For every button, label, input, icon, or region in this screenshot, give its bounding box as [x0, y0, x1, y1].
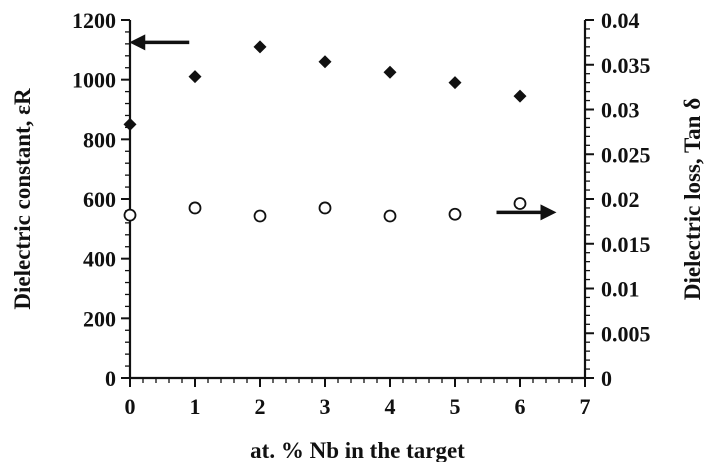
x-tick-label: 7	[580, 394, 591, 419]
dielectric-loss-point	[253, 209, 267, 223]
dielectric-constant-point	[123, 117, 137, 131]
dielectric-constant-point	[383, 65, 397, 79]
y-right-tick-label: 0.035	[601, 53, 651, 78]
y-left-tick-label: 400	[83, 247, 116, 272]
x-tick-label: 0	[125, 394, 136, 419]
dielectric-loss-point	[318, 201, 332, 215]
y-right-tick-label: 0.04	[601, 8, 640, 33]
y-left-tick-label: 0	[105, 366, 116, 391]
y-left-tick-label: 200	[83, 306, 116, 331]
x-tick-label: 1	[190, 394, 201, 419]
dielectric-constant-point	[318, 55, 332, 69]
dielectric-loss-point	[448, 207, 462, 221]
arrow-to-right-axis	[496, 204, 557, 221]
dielectric-loss-point	[513, 197, 527, 210]
y-left-tick-label: 1200	[72, 8, 116, 33]
y-right-axis-title: Dielectric loss, Tan δ	[680, 98, 705, 300]
arrow-to-right-axis-head	[540, 204, 557, 221]
y-right-tick-label: 0.025	[601, 142, 651, 167]
dielectric-constant-point	[188, 70, 202, 84]
y-right-tick-label: 0	[601, 366, 612, 391]
arrow-to-left-axis-head	[129, 34, 146, 51]
dielectric-constant-point	[253, 40, 267, 54]
y-left-tick-label: 600	[83, 187, 116, 212]
x-tick-label: 6	[515, 394, 526, 419]
x-tick-label: 4	[385, 394, 396, 419]
dielectric-constant-point	[513, 89, 527, 103]
dielectric-loss-point	[123, 208, 137, 222]
dielectric-loss-point	[188, 201, 202, 215]
dielectric-loss-point	[383, 209, 397, 223]
y-left-axis-title: Dielectric constant, εR	[10, 88, 35, 310]
x-tick-label: 3	[320, 394, 331, 419]
y-right-tick-label: 0.02	[601, 187, 640, 212]
x-axis-title: at. % Nb in the target	[250, 438, 465, 462]
y-left-tick-label: 800	[83, 127, 116, 152]
y-right-tick-label: 0.005	[601, 321, 651, 346]
x-tick-label: 5	[450, 394, 461, 419]
dielectric-constant-point	[448, 76, 462, 90]
y-right-tick-label: 0.01	[601, 277, 640, 302]
y-right-tick-label: 0.015	[601, 232, 651, 257]
x-tick-label: 2	[255, 394, 266, 419]
y-left-tick-label: 1000	[72, 68, 116, 93]
y-right-tick-label: 0.03	[601, 98, 640, 123]
arrow-to-left-axis	[129, 34, 190, 51]
